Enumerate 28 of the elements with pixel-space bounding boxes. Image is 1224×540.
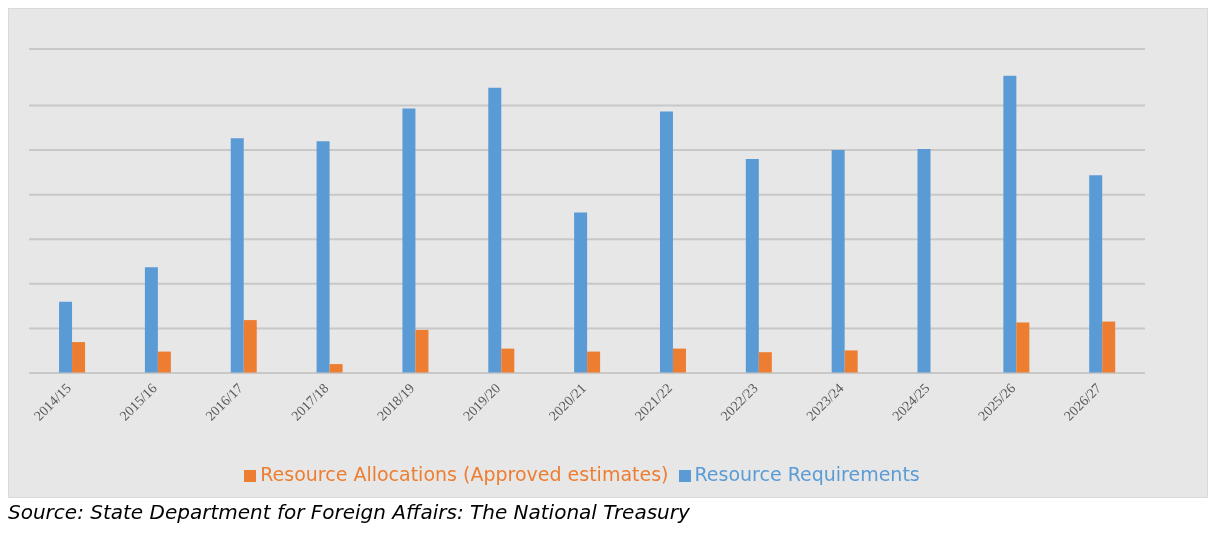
bar [1003,75,1017,373]
bar [1016,322,1030,373]
bar [672,348,686,373]
bar [157,351,171,373]
bar [1102,321,1116,373]
bar [72,342,86,373]
bar [745,158,759,373]
bar [59,301,73,373]
bar [329,364,343,373]
source-note: Source: State Department for Foreign Affairs: The National Treasury [8,500,691,524]
bar [758,352,772,373]
bar [574,212,588,373]
bar [243,320,257,373]
bar [230,138,244,373]
bar [144,267,158,373]
legend-label: Resource Allocations (Approved estimates) [260,463,669,485]
bar [488,87,502,373]
bar [402,108,416,373]
bar [501,348,515,373]
bar [844,350,858,373]
bar [831,150,845,373]
bar [316,141,330,373]
bar [587,351,601,373]
bar [659,111,673,373]
bar [917,148,931,373]
bar [1089,175,1103,373]
legend-label: Resource Requirements [694,463,920,485]
bar [415,329,429,373]
